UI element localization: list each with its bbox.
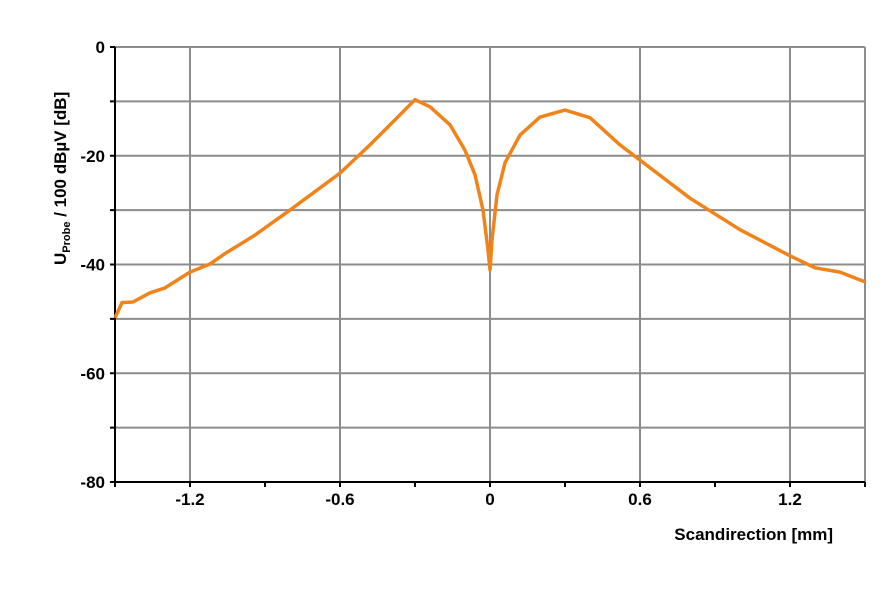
x-tick-label: -1.2 — [175, 490, 204, 509]
x-tick-label: 0.6 — [628, 490, 652, 509]
grid — [115, 46, 866, 482]
y-axis-label-rest: / 100 dBµV [dB] — [51, 92, 70, 222]
y-tick-label: -20 — [80, 147, 105, 166]
y-tick-label: -60 — [80, 364, 105, 383]
y-tick-label: -40 — [80, 256, 105, 275]
tick-labels: 0 -20 -40 -60 -80 -1.2 -0.6 0 0.6 1.2 — [80, 38, 801, 509]
y-axis-label-sub: Probe — [61, 222, 73, 253]
series-line — [113, 97, 866, 319]
y-axis-label: UProbe / 100 dBµV [dB] — [51, 92, 73, 265]
y-axis-label-main: U — [51, 253, 70, 265]
y-tick-label: 0 — [96, 38, 105, 57]
axes — [110, 46, 866, 487]
x-axis-label: Scandirection [mm] — [674, 525, 833, 544]
x-tick-label: -0.6 — [325, 490, 354, 509]
x-tick-label: 0 — [485, 490, 494, 509]
x-tick-label: 1.2 — [778, 490, 802, 509]
y-tick-label: -80 — [80, 473, 105, 492]
